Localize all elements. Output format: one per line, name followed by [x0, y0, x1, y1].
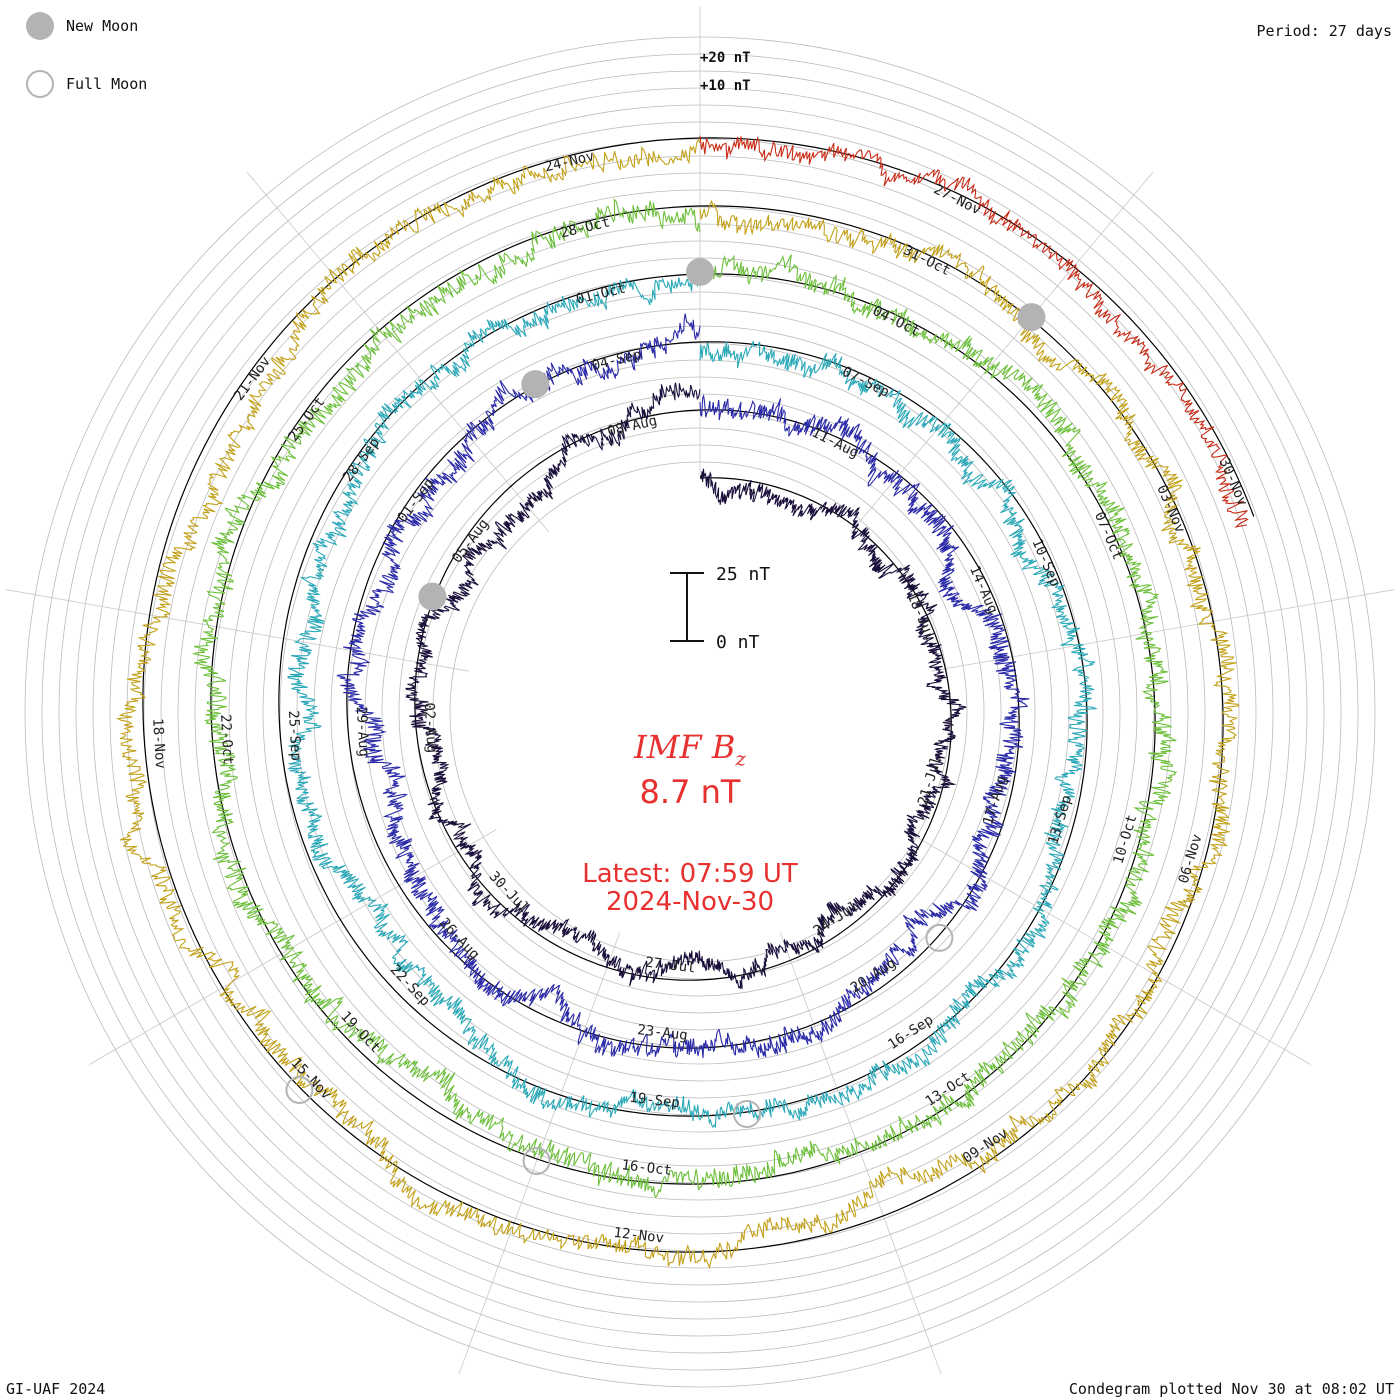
new-moon-marker	[418, 582, 447, 611]
full-moon-icon	[26, 70, 54, 98]
full-moon-marker	[285, 1076, 314, 1104]
latest-block: Latest: 07:59 UT 2024-Nov-30	[500, 860, 880, 916]
series-trace	[191, 198, 1178, 1199]
full-moon-marker	[522, 1147, 551, 1175]
parameter-name: IMF B	[634, 728, 736, 766]
new-moon-icon	[26, 12, 54, 40]
grid-ring	[381, 393, 1019, 1031]
moon-markers	[285, 258, 1046, 1175]
series-trace	[699, 135, 1249, 528]
date-label: 02-Aug	[421, 702, 440, 753]
period-label: Period: 27 days	[1256, 22, 1392, 40]
credit-label: GI-UAF 2024	[6, 1380, 106, 1398]
legend-new-moon-label: New Moon	[66, 17, 139, 35]
date-label: 31-Oct	[901, 242, 953, 279]
baseline-spiral	[142, 137, 1255, 1253]
grid-spoke	[903, 829, 1311, 1065]
date-label: 28-Sep	[340, 435, 383, 485]
legend-new-moon: New Moon	[26, 12, 138, 40]
zero-baseline	[142, 137, 1255, 1253]
grid-spoke	[779, 932, 942, 1375]
latest-date: 2024-Nov-30	[605, 887, 775, 917]
grid-spoke	[89, 829, 497, 1065]
grid-spoke	[5, 589, 469, 672]
series-trace	[287, 274, 1098, 1129]
date-label: 07-Oct	[1091, 510, 1126, 563]
date-label: 30-Nov	[1216, 456, 1251, 509]
series-trace	[115, 138, 1240, 1270]
date-label: 01-Sep	[395, 476, 438, 526]
full-moon-marker	[925, 923, 954, 952]
full-moon-marker	[733, 1100, 761, 1128]
date-label: 04-Oct	[870, 303, 922, 340]
date-label: 29-Aug	[353, 706, 372, 757]
date-label: 16-Oct	[621, 1157, 673, 1179]
date-label: 20-Aug	[848, 955, 899, 996]
outer-scale-labels: +20 nT +10 nT	[700, 50, 751, 94]
new-moon-marker	[686, 258, 714, 286]
grid-spoke	[931, 589, 1395, 672]
grid-spoke	[246, 171, 550, 533]
date-label: 18-Nov	[149, 718, 168, 769]
series-trace	[336, 313, 1030, 1059]
plotted-label: Condegram plotted Nov 30 at 08:02 UT	[1068, 1380, 1394, 1398]
series-layer	[115, 135, 1249, 1270]
date-label: 12-Nov	[613, 1225, 665, 1247]
date-label: 23-Aug	[636, 1022, 688, 1044]
date-label: 27-Nov	[931, 181, 983, 218]
parameter-title: IMF Bz	[500, 728, 880, 770]
legend-full-moon-label: Full Moon	[66, 75, 148, 93]
date-label: 27-Jul	[644, 955, 696, 977]
date-label: 25-Sep	[285, 710, 304, 761]
grid-spoke	[850, 171, 1154, 533]
scale-bar: 25 nT 0 nT	[670, 564, 770, 653]
latest-value: 8.7 nT	[639, 773, 741, 811]
scale-label-plus20: +20 nT	[700, 50, 751, 66]
grid-ring	[398, 410, 1002, 1014]
latest-time: Latest: 07:59 UT	[582, 859, 798, 889]
scale-bottom-label: 0 nT	[716, 632, 760, 653]
new-moon-marker	[521, 370, 550, 399]
scale-top-label: 25 nT	[716, 564, 770, 585]
scale-label-plus10: +10 nT	[700, 78, 751, 94]
new-moon-marker	[1017, 303, 1046, 332]
legend-full-moon: Full Moon	[26, 70, 147, 98]
date-label: 19-Oct	[337, 1008, 383, 1056]
date-label: 03-Nov	[1153, 483, 1188, 536]
date-label: 18-Jul	[904, 590, 939, 643]
date-label: 25-Oct	[285, 394, 328, 444]
date-label: 19-Sep	[629, 1090, 681, 1112]
date-label: 22-Oct	[217, 714, 236, 765]
series-trace	[405, 382, 967, 990]
parameter-subscript: z	[735, 746, 746, 771]
